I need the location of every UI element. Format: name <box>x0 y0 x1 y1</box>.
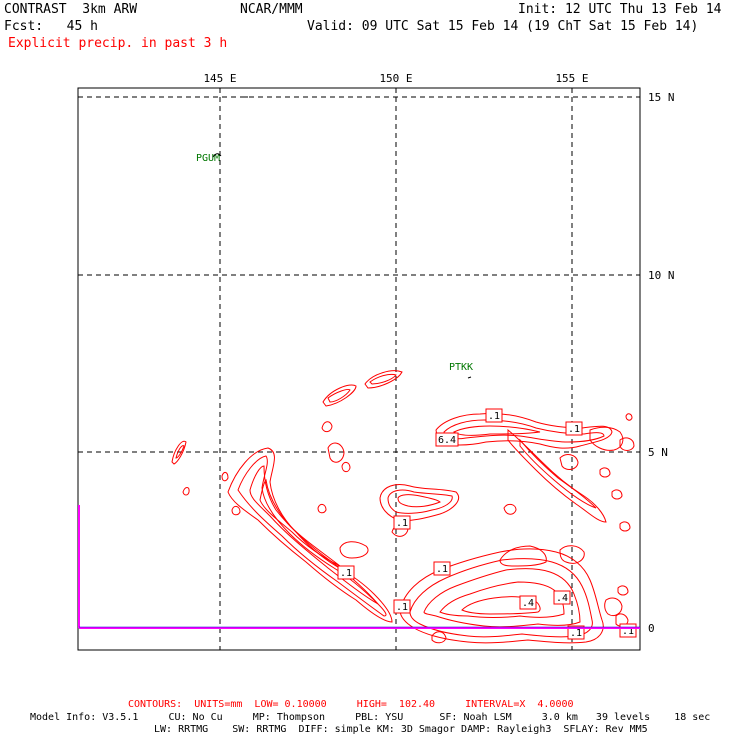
model-info-line1: Model Info: V3.5.1 CU: No Cu MP: Thompso… <box>30 712 711 723</box>
contour-label: .1 <box>568 424 580 435</box>
contour-label-box <box>485 408 503 423</box>
contour-label: .1 <box>488 411 500 422</box>
contour-label-box <box>553 590 571 605</box>
lat-label-10: 10 N <box>648 269 675 282</box>
lat-label-15: 15 N <box>648 91 675 104</box>
contour-label-box <box>393 515 411 530</box>
lat-lon-grid <box>78 88 640 650</box>
contour-label: .1 <box>436 564 448 575</box>
domain-boundary <box>78 505 640 629</box>
contour-label-box <box>519 595 537 610</box>
center-label: NCAR/MMM <box>240 2 303 17</box>
lon-label-155: 155 E <box>555 72 588 85</box>
lat-label-5: 5 N <box>648 446 668 459</box>
contour-label-box <box>337 565 355 580</box>
contour-info: CONTOURS: UNITS=mm LOW= 0.10000 HIGH= 10… <box>128 699 574 710</box>
map-frame <box>77 87 641 651</box>
contour-label-box <box>433 561 451 576</box>
contour-label-box <box>435 432 459 447</box>
contour-label: 6.4 <box>438 435 456 446</box>
contour-label-box <box>393 599 411 614</box>
station-pgum: PGUM <box>196 153 220 164</box>
forecast-hour: Fcst: 45 h <box>4 19 98 34</box>
field-name: Explicit precip. in past 3 h <box>8 36 228 51</box>
contour-label: .4 <box>522 598 534 609</box>
lat-label-0: 0 <box>648 622 655 635</box>
init-time: Init: 12 UTC Thu 13 Feb 14 <box>518 2 722 17</box>
station-ptkk: PTKK <box>449 362 473 373</box>
contour-label: .1 <box>340 568 352 579</box>
contour-label: .1 <box>622 626 634 637</box>
lon-label-150: 150 E <box>379 72 412 85</box>
contour-label: .1 <box>396 518 408 529</box>
guam-island-outline <box>212 153 222 158</box>
contour-label: .1 <box>570 628 582 639</box>
chuuk-island-outline <box>467 376 472 379</box>
model-info-line2: LW: RRTMG SW: RRTMG DIFF: simple KM: 3D … <box>154 724 648 735</box>
contour-label-box <box>565 421 583 436</box>
valid-time: Valid: 09 UTC Sat 15 Feb 14 (19 ChT Sat … <box>307 19 699 34</box>
contour-label: .1 <box>396 602 408 613</box>
lon-label-145: 145 E <box>203 72 236 85</box>
contour-label: .4 <box>556 593 568 604</box>
contour-label-box <box>567 625 585 640</box>
product-title: CONTRAST 3km ARW <box>4 2 138 17</box>
